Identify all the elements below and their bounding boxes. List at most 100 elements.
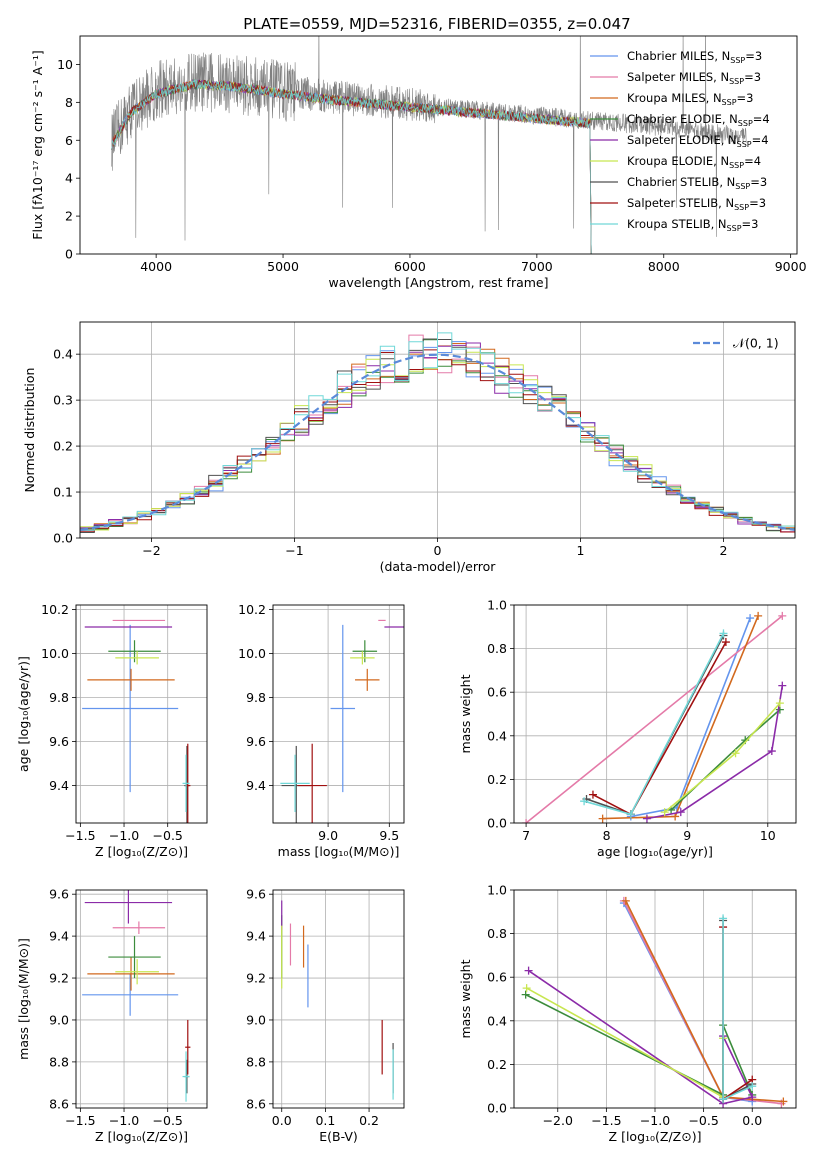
- mass-weight-line: [526, 987, 724, 1099]
- y-tick-label: 0: [65, 247, 73, 262]
- plot-frame: [79, 321, 796, 539]
- error-bar-point: [182, 754, 190, 812]
- spectrum-legend: Chabrier MILES, NSSP=3 Salpeter MILES, NS…: [590, 49, 770, 233]
- x-tick-label: 0.2: [359, 1113, 379, 1128]
- x-tick-label: −1.5: [591, 1113, 621, 1128]
- normal-reference-curve: [79, 353, 796, 531]
- y-tick-label: 0.2: [53, 439, 73, 454]
- panel-residuals: −2 −1 0 1 2 0.0 0.1 0.2 0.3 0.4 (data-model)/error…: [22, 321, 796, 574]
- mass-weight-marker: [676, 808, 685, 817]
- x-tick-label: −0.5: [153, 828, 183, 843]
- x-axis-label: Z [log₁₀(Z/Z⊙)]: [95, 1129, 188, 1144]
- y-tick-label: 8.8: [246, 1054, 266, 1069]
- y-tick-label: 9.4: [246, 929, 266, 944]
- mass-weight-line: [722, 927, 753, 1101]
- error-bar-point: [115, 651, 159, 665]
- y-tick-label: 9.8: [49, 690, 69, 705]
- error-bar-point: [87, 668, 175, 691]
- x-axis-label: wavelength [Angstrom, rest frame]: [328, 275, 548, 290]
- y-tick-label: 10.0: [41, 646, 69, 661]
- legend-entry: Kroupa STELIB, NSSP=3: [627, 217, 758, 233]
- y-tick-label: 10.2: [238, 602, 266, 617]
- y-axis-label: mass weight: [458, 959, 473, 1038]
- mass-weight-marker: [779, 1097, 788, 1106]
- mass-weight-marker: [746, 614, 755, 623]
- mass-weight-marker: [719, 629, 728, 638]
- x-tick-label: 0.0: [742, 1113, 762, 1128]
- x-tick-label: 2: [720, 543, 728, 558]
- y-tick-label: 9.6: [49, 734, 69, 749]
- x-tick-label: 0.0: [272, 1113, 292, 1128]
- y-tick-label: 9.6: [49, 887, 69, 902]
- y-tick-label: 9.4: [49, 929, 69, 944]
- error-bar-point: [297, 743, 327, 823]
- mass-weight-line: [583, 632, 725, 816]
- y-axis-label: mass weight: [458, 674, 473, 753]
- error-bar-point: [352, 640, 378, 663]
- y-tick-label: 8.8: [49, 1054, 69, 1069]
- mass-weight-series: [719, 914, 757, 1104]
- y-tick-label: 0.4: [487, 1013, 507, 1028]
- error-bar-point: [108, 936, 161, 979]
- x-tick-label: −1.5: [65, 828, 95, 843]
- error-bar-point: [87, 957, 175, 991]
- y-tick-label: 0.4: [487, 728, 507, 743]
- mass-weight-line: [525, 615, 783, 823]
- x-tick-label: 5000: [267, 259, 299, 274]
- mass-weight-line: [525, 993, 753, 1097]
- x-tick-label: 4000: [140, 259, 172, 274]
- x-tick-label: −1.5: [65, 1113, 95, 1128]
- y-tick-label: 10.0: [238, 646, 266, 661]
- y-axis-label: Flux [fλ10⁻¹⁷ erg cm⁻² s⁻¹ A⁻¹]: [30, 50, 45, 239]
- y-axis-label: Normed distribution: [22, 368, 37, 493]
- mass-weight-marker: [748, 1082, 757, 1091]
- x-tick-label: 7: [522, 828, 530, 843]
- y-tick-label: 0.6: [487, 685, 507, 700]
- y-tick-label: 0.8: [487, 926, 507, 941]
- mass-weight-marker: [775, 699, 784, 708]
- plot-frame: [79, 35, 798, 255]
- panel-mass-vs-ebv: 0.0 0.1 0.2 8.6 8.8 9.0 9.2 9.4 9.6 E(B-V): [246, 887, 405, 1144]
- error-bar-point: [280, 754, 310, 812]
- y-tick-label: 10.2: [41, 602, 69, 617]
- y-tick-label: 9.0: [49, 1012, 69, 1027]
- error-bar-point: [112, 921, 166, 935]
- error-bar-point: [182, 1051, 190, 1102]
- x-axis-label: E(B-V): [319, 1129, 358, 1144]
- error-bar-point: [82, 624, 179, 793]
- y-tick-label: 0.0: [487, 816, 507, 831]
- x-tick-label: −2.0: [543, 1113, 573, 1128]
- y-tick-label: 0.2: [487, 1057, 507, 1072]
- mass-weight-marker: [660, 808, 669, 817]
- y-tick-label: 1.0: [487, 598, 507, 613]
- y-tick-label: 9.8: [246, 690, 266, 705]
- x-tick-label: −2: [142, 543, 160, 558]
- mass-weight-marker: [588, 790, 597, 799]
- error-bar-point: [108, 640, 161, 663]
- figure-title: PLATE=0559, MJD=52316, FIBERID=0355, z=0…: [243, 15, 630, 33]
- y-tick-label: 9.2: [246, 971, 266, 986]
- mass-weight-series: [619, 896, 786, 1108]
- x-tick-label: 9.0: [318, 828, 338, 843]
- y-tick-label: 9.4: [246, 778, 266, 793]
- error-bar-point: [330, 624, 356, 793]
- mass-weight-marker: [524, 966, 533, 975]
- mass-weight-series: [667, 705, 784, 814]
- mass-weight-marker: [767, 747, 776, 756]
- x-axis-label: (data-model)/error: [380, 559, 497, 574]
- mass-weight-marker: [778, 611, 787, 620]
- x-tick-label: 7000: [521, 259, 553, 274]
- mass-weight-line: [646, 685, 784, 820]
- y-tick-label: 9.6: [246, 734, 266, 749]
- x-axis-label: age [log₁₀(age/yr)]: [597, 844, 713, 859]
- x-tick-label: 8: [603, 828, 611, 843]
- mass-weight-marker: [626, 810, 635, 819]
- y-axis-label: age [log₁₀(age/yr)]: [16, 656, 31, 772]
- y-tick-label: 9.6: [246, 887, 266, 902]
- y-tick-label: 0.0: [487, 1101, 507, 1116]
- x-tick-label: −1: [285, 543, 303, 558]
- legend-entry: Kroupa ELODIE, NSSP=4: [627, 154, 761, 170]
- mass-weight-series: [598, 611, 763, 823]
- panel-spectrum: 4000 5000 6000 7000 8000 9000 0 2 4 6 8 10 wavelengt…: [30, 35, 807, 290]
